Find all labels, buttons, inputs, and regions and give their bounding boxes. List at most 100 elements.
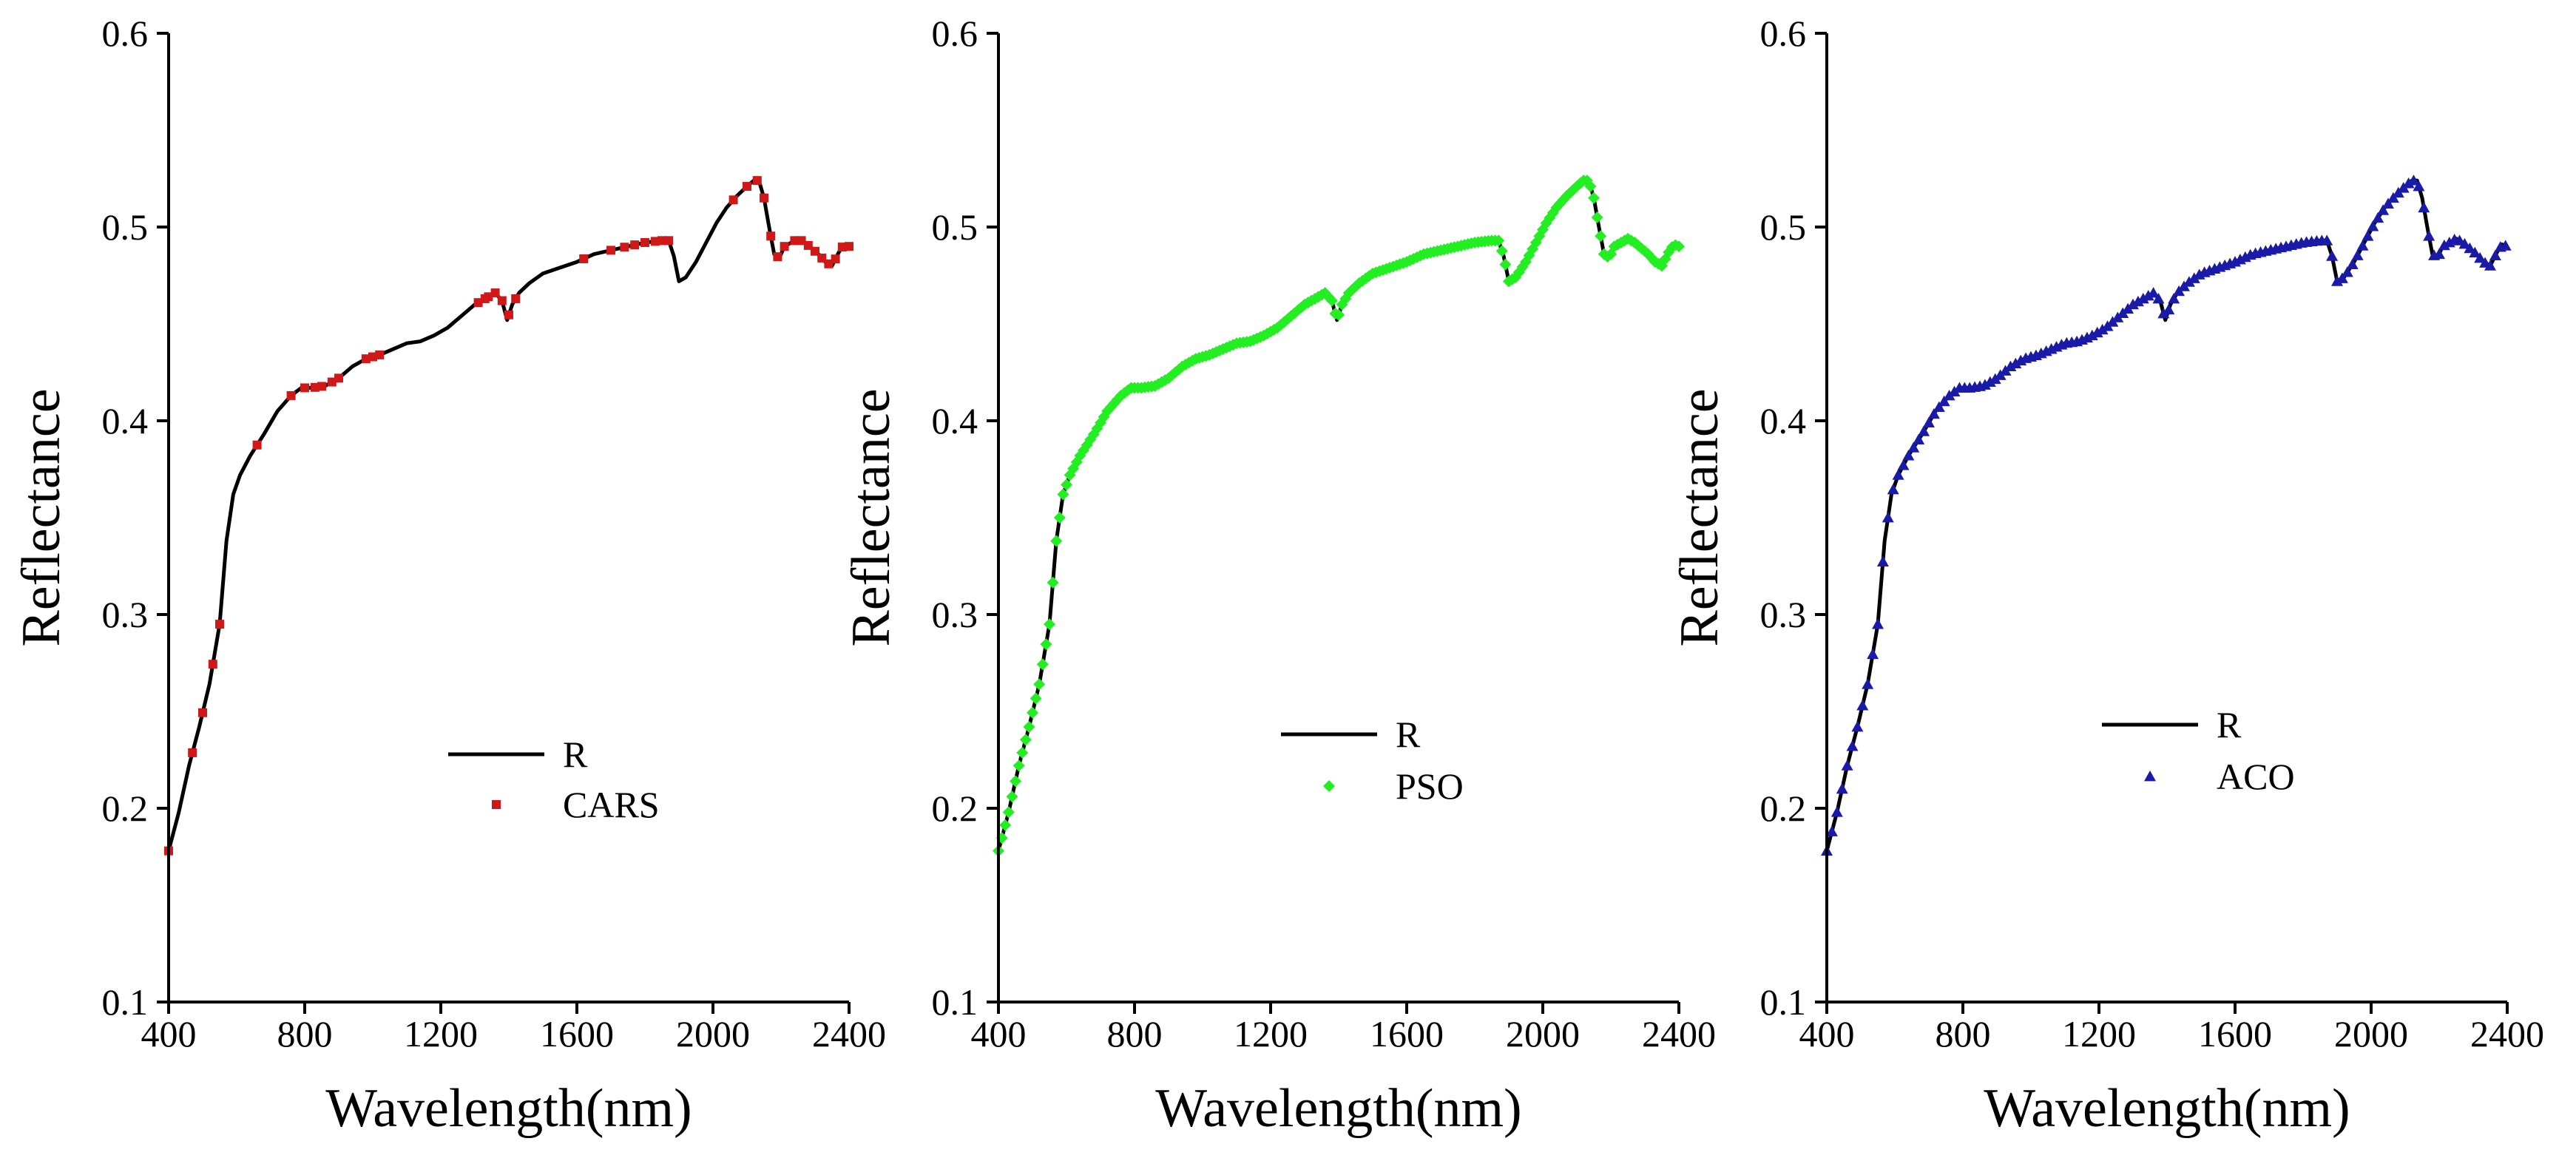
data-point-cars (760, 193, 768, 203)
data-point-pso (1030, 692, 1042, 705)
plot-area (1821, 175, 2512, 856)
y-axis-title: Reflectance (11, 388, 72, 646)
data-point-pso (995, 832, 1008, 844)
data-point-cars (831, 254, 840, 264)
data-point-cars (811, 246, 819, 256)
data-point-cars (188, 748, 197, 757)
x-tick-label: 1600 (1370, 1013, 1444, 1055)
data-point-aco (1913, 433, 1925, 444)
data-point-pso (1574, 177, 1586, 190)
data-point-aco (1825, 825, 1838, 836)
legend-label-r: R (2217, 704, 2242, 745)
data-point-cars (728, 195, 738, 205)
data-point-aco (1836, 782, 1848, 794)
data-point-pso (1523, 249, 1535, 262)
x-tick-label: 800 (1107, 1013, 1163, 1055)
data-point-aco (1978, 379, 1991, 390)
data-point-aco (2163, 303, 2175, 315)
data-point-aco (2351, 249, 2364, 260)
legend-label-r: R (1396, 714, 1421, 755)
series-line-r (996, 178, 1680, 852)
data-point-cars (327, 377, 337, 387)
data-point-cars (368, 352, 377, 362)
data-point-cars (504, 310, 513, 319)
y-tick-label: 0.3 (102, 594, 149, 635)
data-point-pso (1104, 401, 1117, 413)
data-point-aco (1872, 618, 1884, 629)
data-point-pso (1557, 194, 1569, 206)
data-point-cars (310, 382, 320, 392)
data-point-aco (2443, 236, 2455, 248)
x-tick-label: 800 (1936, 1013, 1991, 1055)
data-point-cars (824, 259, 834, 268)
data-point-aco (2188, 272, 2200, 283)
data-point-aco (1902, 450, 1915, 461)
data-point-cars (375, 350, 385, 359)
data-point-pso (1061, 478, 1072, 491)
data-point-aco (2137, 292, 2149, 304)
data-point-cars (664, 236, 674, 246)
y-tick-label: 0.3 (1760, 594, 1807, 635)
data-point-aco (2402, 177, 2415, 189)
data-point-pso (1019, 734, 1032, 746)
data-point-pso (1023, 720, 1035, 733)
y-tick-label: 0.1 (932, 981, 978, 1023)
data-point-pso (1588, 192, 1600, 204)
data-point-aco (1876, 555, 1889, 567)
y-tick-label: 0.1 (102, 981, 149, 1023)
y-tick-label: 0.1 (1760, 981, 1807, 1023)
data-point-cars (198, 708, 207, 717)
data-point-aco (2321, 234, 2333, 246)
data-point-cars (473, 298, 483, 308)
data-point-cars (650, 237, 660, 246)
data-point-pso (1673, 240, 1685, 253)
data-point-pso (1632, 239, 1644, 251)
data-point-aco (1984, 376, 1996, 387)
data-point-aco (2086, 329, 2098, 341)
data-point-pso (1057, 488, 1069, 501)
data-point-pso (1659, 253, 1671, 265)
data-point-aco (2336, 272, 2348, 283)
x-tick-label: 2400 (1642, 1013, 1716, 1055)
data-point-aco (2331, 275, 2343, 286)
legend-label-cars: CARS (563, 784, 660, 825)
x-axis-ticks: 400 800 1200 1600 2000 2400 (141, 1002, 886, 1055)
y-tick-label: 0.2 (932, 788, 978, 829)
legend-label-aco: ACO (2217, 756, 2295, 797)
legend-marker-cars (492, 800, 501, 809)
data-point-aco (2326, 250, 2339, 261)
legend: R CARS (448, 734, 660, 825)
chart-panel-pso: 400 800 1200 1600 2000 2400 0.10.20.30.40.50.… (841, 13, 1716, 1139)
data-point-pso (1333, 308, 1345, 321)
data-point-cars (797, 236, 806, 246)
data-point-pso (1499, 258, 1512, 271)
data-point-cars (752, 176, 762, 186)
x-tick-label: 1200 (1234, 1013, 1308, 1055)
data-point-aco (2362, 230, 2374, 241)
data-point-pso (1172, 363, 1185, 376)
data-point-pso (1495, 245, 1508, 257)
x-axis-title: Wavelength(nm) (1984, 1078, 2350, 1139)
data-point-pso (1529, 236, 1542, 248)
data-point-aco (2096, 323, 2109, 335)
x-tick-label: 400 (141, 1013, 197, 1055)
data-point-cars (286, 390, 296, 400)
data-point-cars (817, 253, 827, 263)
x-tick-label: 1200 (2062, 1013, 2136, 1055)
data-point-pso (1033, 678, 1046, 691)
data-point-pso (1563, 186, 1576, 199)
data-point-aco (1841, 759, 1853, 771)
x-tick-label: 2400 (812, 1013, 886, 1055)
legend-marker-swatch (492, 800, 501, 809)
plot-area (164, 176, 853, 856)
data-point-aco (2438, 239, 2450, 251)
data-point-pso (1027, 706, 1038, 719)
data-point-aco (1846, 740, 1859, 751)
data-point-aco (2382, 197, 2394, 209)
legend: R ACO (2102, 704, 2295, 797)
data-point-cars (620, 243, 629, 252)
data-point-cars (780, 242, 789, 251)
y-tick-label: 0.2 (1760, 788, 1807, 829)
data-point-pso (1016, 746, 1029, 759)
